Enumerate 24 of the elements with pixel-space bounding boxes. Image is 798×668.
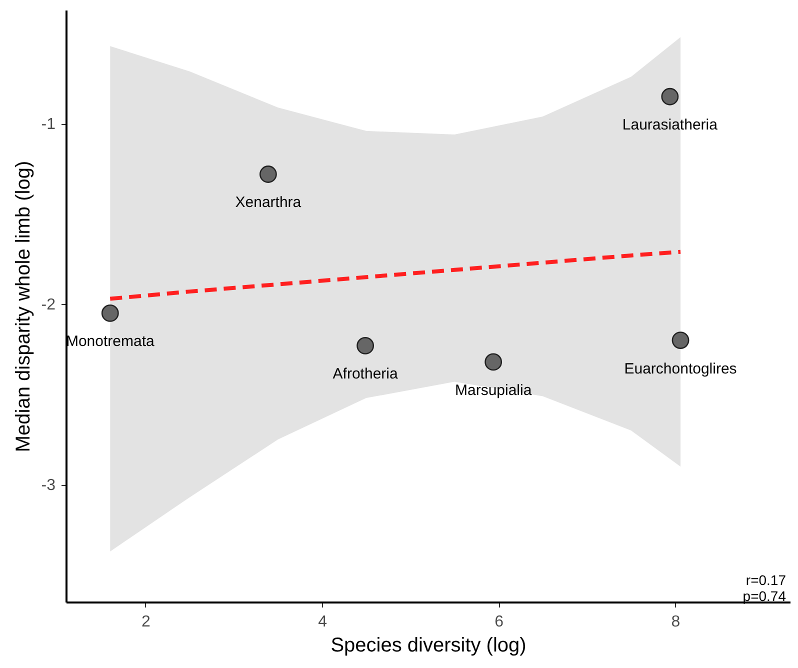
annotation: Laurasiatheria — [622, 116, 718, 134]
x-axis-title: Species diversity (log) — [330, 634, 526, 656]
y-tick-label: -1 — [41, 116, 56, 134]
y-tick-label: -3 — [41, 477, 56, 494]
x-tick-label: 4 — [318, 614, 328, 630]
annotation: Euarchontoglires — [624, 360, 737, 378]
point — [661, 88, 679, 106]
annotation: r=0.17 — [746, 572, 786, 588]
y-tick-label: -2 — [41, 296, 56, 314]
x-tick-label: 8 — [671, 614, 680, 630]
point — [259, 166, 277, 183]
point — [101, 304, 119, 322]
x-tick-label: 2 — [142, 614, 151, 630]
annotation: Marsupialia — [454, 382, 532, 399]
point — [484, 353, 502, 371]
point — [672, 332, 690, 349]
x-tick-label: 6 — [494, 614, 504, 630]
annotation: Xenarthra — [235, 194, 302, 212]
line-series — [108, 250, 683, 301]
annotation: p=0.74 — [742, 588, 786, 604]
point — [356, 337, 374, 354]
y-axis-title: Median disparity whole limb (log) — [12, 160, 34, 452]
annotation: Monotremata — [66, 333, 155, 350]
annotation: Afrotheria — [332, 366, 398, 383]
